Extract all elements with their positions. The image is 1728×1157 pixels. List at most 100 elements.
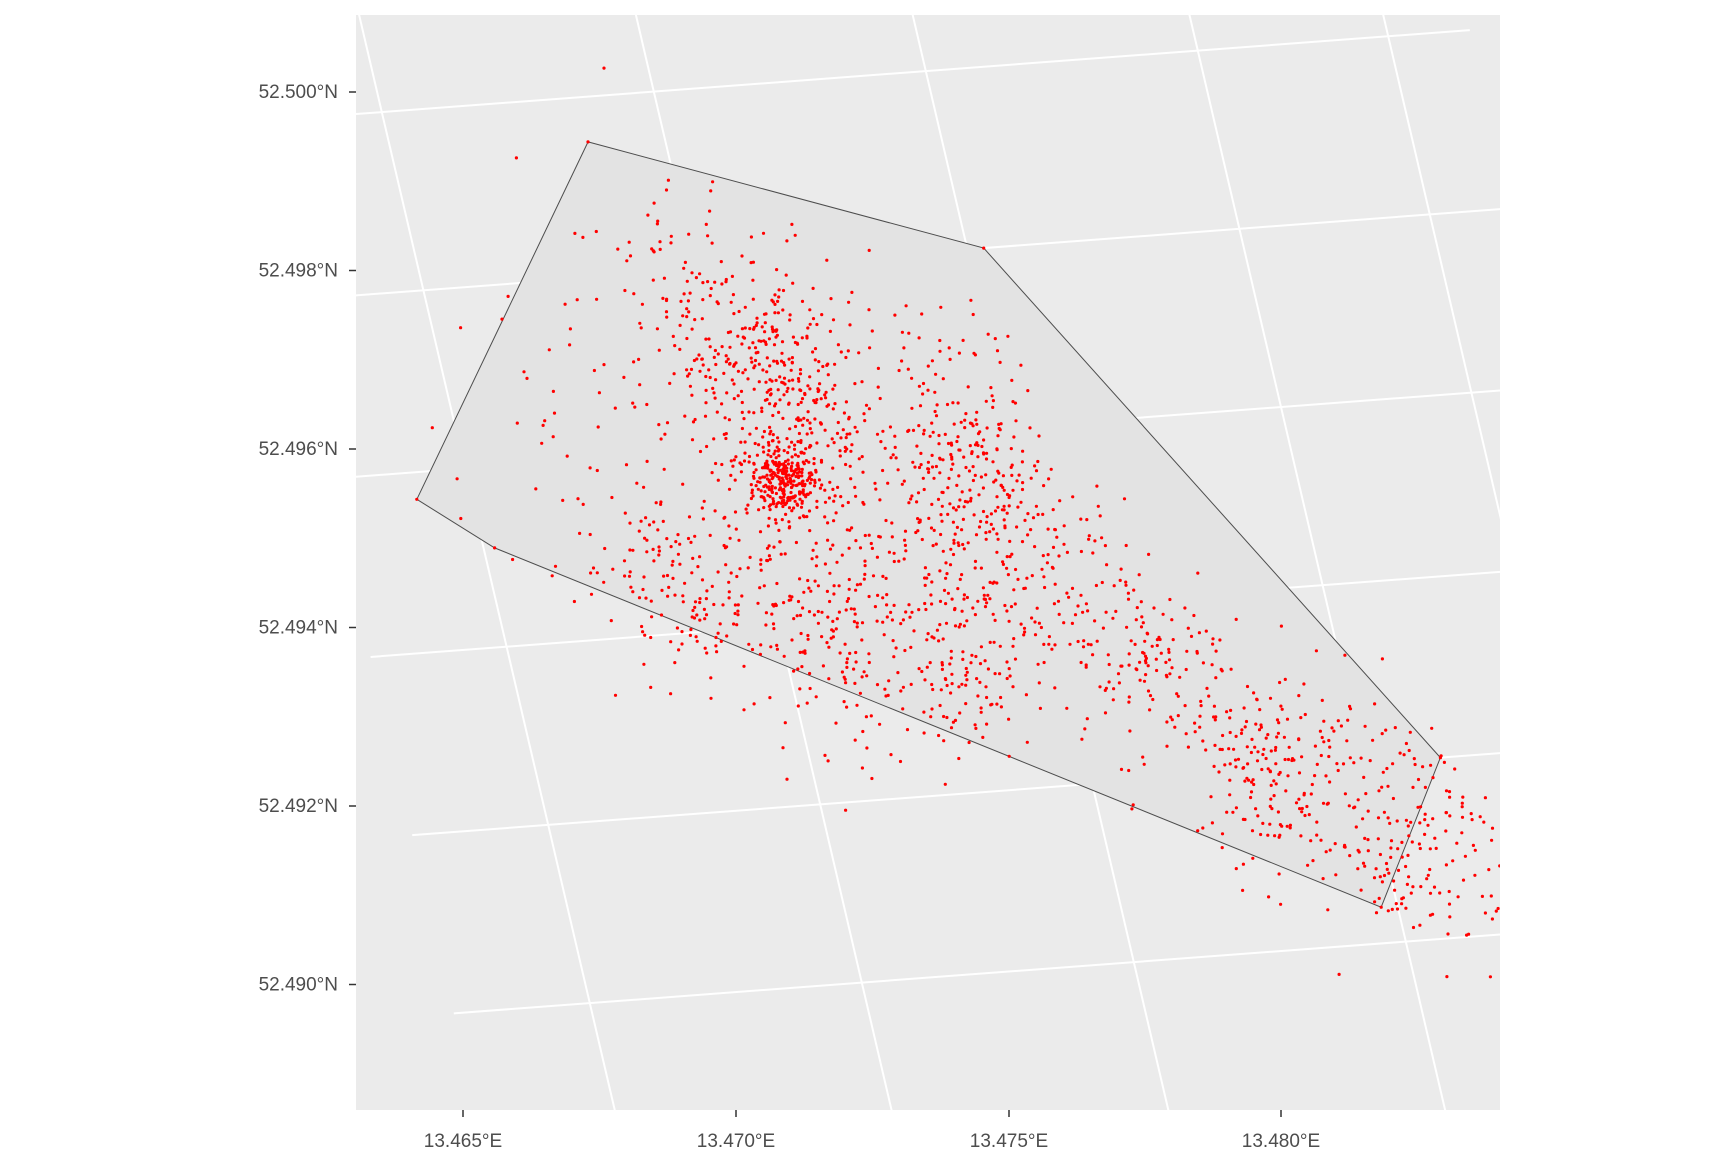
map-point bbox=[806, 578, 810, 583]
map-point bbox=[1096, 504, 1100, 508]
map-point bbox=[805, 418, 810, 422]
map-point bbox=[654, 501, 658, 505]
map-point bbox=[815, 499, 819, 503]
map-point bbox=[553, 564, 558, 568]
map-point bbox=[981, 486, 986, 490]
map-point bbox=[993, 618, 997, 623]
map-point bbox=[732, 622, 736, 626]
map-point bbox=[763, 462, 768, 466]
map-point bbox=[1534, 892, 1537, 895]
map-point bbox=[1389, 846, 1393, 850]
map-point bbox=[828, 480, 832, 484]
map-point bbox=[1423, 832, 1427, 837]
map-point bbox=[787, 520, 791, 524]
map-point bbox=[832, 519, 836, 523]
map-point bbox=[783, 502, 787, 507]
map-point bbox=[1013, 657, 1018, 661]
map-point bbox=[716, 631, 720, 635]
map-point bbox=[826, 759, 830, 763]
map-point bbox=[795, 463, 799, 467]
map-point bbox=[803, 392, 807, 397]
map-point bbox=[787, 445, 791, 449]
map-point bbox=[1426, 823, 1430, 827]
map-point bbox=[595, 468, 599, 473]
map-point bbox=[678, 562, 682, 566]
map-point bbox=[706, 280, 710, 284]
map-point bbox=[1111, 616, 1115, 620]
map-point bbox=[739, 470, 744, 474]
map-point bbox=[714, 362, 718, 367]
map-point bbox=[1314, 649, 1318, 653]
lat-tick-label: 52.500°N bbox=[259, 82, 338, 103]
map-point bbox=[876, 366, 881, 370]
map-point bbox=[946, 486, 950, 490]
map-point bbox=[1274, 782, 1278, 786]
map-point bbox=[971, 606, 975, 610]
map-point bbox=[793, 499, 797, 503]
map-point bbox=[656, 528, 660, 532]
map-point bbox=[975, 422, 979, 426]
map-point bbox=[642, 485, 646, 489]
map-point bbox=[644, 516, 648, 520]
map-point bbox=[712, 437, 716, 441]
map-point bbox=[613, 406, 617, 410]
point-layer bbox=[415, 66, 1537, 979]
map-point bbox=[807, 586, 811, 590]
map-point bbox=[884, 576, 888, 581]
map-point bbox=[704, 388, 708, 392]
map-point bbox=[928, 434, 932, 438]
map-point bbox=[781, 491, 785, 495]
map-point bbox=[842, 411, 847, 415]
map-point bbox=[903, 543, 908, 548]
map-point bbox=[835, 431, 840, 435]
map-point bbox=[1146, 689, 1151, 693]
map-point bbox=[1011, 488, 1015, 492]
map-point bbox=[609, 619, 613, 623]
map-point bbox=[1269, 749, 1273, 753]
map-point bbox=[1033, 620, 1037, 624]
map-point bbox=[801, 650, 805, 654]
map-point bbox=[669, 241, 673, 245]
map-point bbox=[644, 596, 648, 600]
map-point bbox=[1406, 824, 1410, 828]
map-point bbox=[1448, 915, 1452, 919]
map-point bbox=[1195, 649, 1199, 654]
map-point bbox=[671, 559, 675, 564]
map-point bbox=[985, 695, 989, 700]
map-point bbox=[1332, 729, 1336, 733]
map-point bbox=[659, 437, 663, 441]
map-point bbox=[783, 459, 788, 464]
map-point bbox=[732, 382, 736, 386]
map-point bbox=[1404, 864, 1408, 869]
map-point bbox=[854, 539, 858, 543]
map-point bbox=[1212, 764, 1216, 769]
map-point bbox=[788, 525, 792, 529]
map-point bbox=[1363, 864, 1367, 868]
map-point bbox=[831, 619, 835, 624]
map-point bbox=[797, 379, 801, 383]
map-point bbox=[896, 468, 900, 472]
map-point bbox=[1062, 524, 1066, 528]
map-point bbox=[766, 466, 770, 470]
map-point bbox=[763, 321, 767, 325]
map-point bbox=[961, 657, 965, 662]
map-point bbox=[860, 380, 864, 384]
map-point bbox=[773, 311, 777, 315]
map-point bbox=[596, 425, 600, 429]
map-point bbox=[682, 266, 686, 270]
map-point bbox=[907, 428, 911, 432]
map-point bbox=[683, 581, 687, 585]
map-point bbox=[740, 400, 744, 405]
map-point bbox=[970, 450, 974, 454]
map-point bbox=[775, 502, 779, 506]
map-point bbox=[643, 536, 647, 540]
map-point bbox=[818, 382, 822, 386]
map-point bbox=[714, 461, 718, 466]
map-point bbox=[1076, 639, 1080, 644]
map-point bbox=[789, 469, 794, 473]
map-point bbox=[946, 591, 951, 595]
map-point bbox=[1279, 624, 1283, 628]
map-point bbox=[787, 401, 791, 405]
map-point bbox=[628, 548, 632, 552]
map-point bbox=[645, 459, 649, 463]
